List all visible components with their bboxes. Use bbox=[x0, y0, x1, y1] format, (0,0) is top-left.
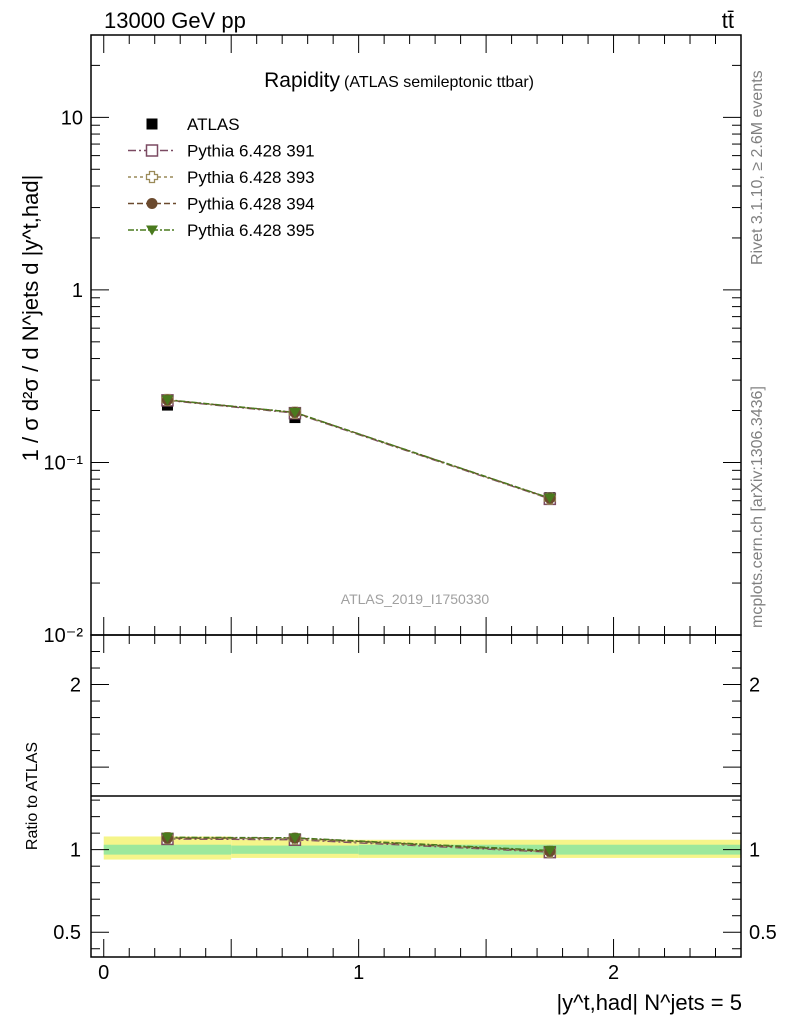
main-y-tick-label: 10 bbox=[61, 107, 83, 129]
main-y-tick-label: 1 bbox=[72, 280, 83, 302]
process-label: tt̄ bbox=[722, 8, 734, 33]
main-y-tick-label: 10⁻¹ bbox=[44, 452, 84, 474]
ratio-series-line bbox=[167, 836, 550, 852]
x-axis-label: |y^t,had| N^jets = 5 bbox=[556, 990, 742, 1015]
x-tick-label: 0 bbox=[98, 962, 109, 984]
ratio-uncertainty-bands bbox=[103, 836, 741, 860]
legend-marker bbox=[145, 170, 159, 184]
energy-label: 13000 GeV pp bbox=[104, 8, 246, 33]
main-series-line bbox=[167, 399, 551, 499]
legend-label: Pythia 6.428 394 bbox=[187, 195, 315, 214]
rivet-label: Rivet 3.1.10, ≥ 2.6M events bbox=[749, 70, 766, 265]
ratio-data-point bbox=[161, 832, 174, 843]
ratio-band-inner bbox=[231, 845, 359, 854]
legend-marker bbox=[146, 198, 158, 209]
chart-subtitle: (ATLAS semileptonic ttbar) bbox=[344, 74, 534, 91]
legend: ATLAS Pythia 6.428 391 Pythia 6.428 393 Pyt… bbox=[128, 115, 315, 240]
main-data-point bbox=[543, 493, 556, 504]
ratio-data-point bbox=[288, 833, 301, 844]
legend-marker bbox=[146, 225, 158, 236]
ratio-y-tick-label-right: 1 bbox=[749, 840, 760, 862]
main-series-line bbox=[167, 399, 551, 500]
chart-title: Rapidity bbox=[264, 69, 340, 92]
legend-marker bbox=[146, 118, 158, 130]
analysis-tag: ATLAS_2019_I1750330 bbox=[341, 591, 490, 607]
ratio-y-ticks: 0.5 0.5 1 1 2 2 bbox=[53, 651, 777, 950]
legend-label: ATLAS bbox=[187, 115, 240, 134]
ratio-y-axis-label: Ratio to ATLAS bbox=[24, 742, 41, 850]
main-series-line bbox=[167, 399, 551, 500]
ratio-frame bbox=[90, 634, 742, 958]
legend-marker bbox=[145, 144, 159, 157]
main-data-point bbox=[288, 407, 301, 418]
ratio-y-tick-label: 0.5 bbox=[53, 922, 81, 944]
x-tick-label: 2 bbox=[608, 962, 619, 984]
ratio-x-ticks: 0 1 2 bbox=[98, 635, 742, 984]
ratio-band-inner bbox=[103, 844, 232, 855]
main-x-ticks bbox=[103, 35, 742, 635]
ratio-y-tick-label: 1 bbox=[70, 840, 81, 862]
ratio-panel: 0.5 0.5 1 1 2 2 0 1 2 Ratio to ATLAS |y^t,had| … bbox=[24, 634, 777, 1015]
legend-label: Pythia 6.428 391 bbox=[187, 142, 315, 161]
ratio-y-tick-label-right: 0.5 bbox=[749, 922, 777, 944]
site-label: mcplots.cern.ch [arXiv:1306.3436] bbox=[749, 386, 766, 628]
x-tick-label: 1 bbox=[353, 962, 364, 984]
legend-label: Pythia 6.428 393 bbox=[187, 168, 315, 187]
main-data-points bbox=[161, 393, 557, 506]
main-data-point bbox=[161, 395, 174, 406]
main-y-ticks: 10⁻² 10⁻¹ 1 10 bbox=[44, 34, 741, 647]
ratio-y-tick-label: 2 bbox=[70, 675, 81, 697]
main-series-line bbox=[167, 399, 551, 499]
main-panel: 10⁻² 10⁻¹ 1 10 1 / σ d²σ / d N^jets d |y^t,… bbox=[18, 34, 742, 647]
main-y-axis-label: 1 / σ d²σ / d N^jets d |y^t,had| bbox=[18, 175, 43, 462]
main-series-lines bbox=[167, 399, 551, 500]
main-y-tick-label: 10⁻² bbox=[44, 625, 84, 647]
ratio-y-tick-label-right: 2 bbox=[749, 675, 760, 697]
ratio-data-point bbox=[543, 845, 556, 856]
ratio-data-points bbox=[161, 831, 557, 859]
legend-label: Pythia 6.428 395 bbox=[187, 221, 315, 240]
